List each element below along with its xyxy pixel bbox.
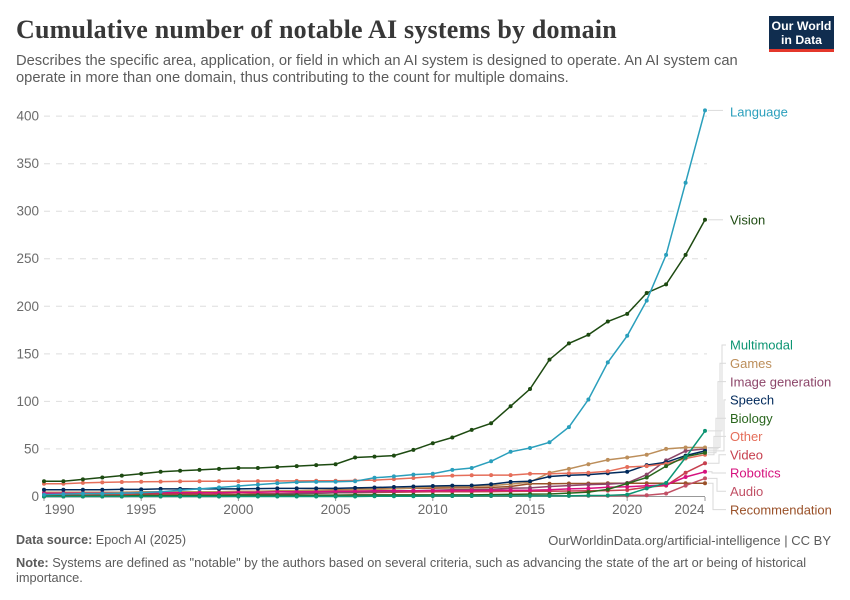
svg-text:150: 150 — [16, 346, 39, 361]
svg-text:Robotics: Robotics — [730, 466, 781, 481]
svg-text:Biology: Biology — [730, 411, 773, 426]
svg-text:1995: 1995 — [126, 502, 156, 517]
svg-text:Games: Games — [730, 356, 772, 371]
svg-text:0: 0 — [31, 489, 39, 504]
svg-text:Other: Other — [730, 429, 763, 444]
svg-text:2015: 2015 — [515, 502, 545, 517]
svg-text:400: 400 — [16, 109, 39, 124]
svg-text:1990: 1990 — [45, 502, 75, 517]
svg-text:2020: 2020 — [612, 502, 642, 517]
svg-text:2024: 2024 — [674, 502, 705, 517]
svg-text:50: 50 — [24, 441, 39, 456]
svg-text:Speech: Speech — [730, 393, 774, 408]
svg-text:Multimodal: Multimodal — [730, 338, 793, 353]
svg-text:250: 250 — [16, 251, 39, 266]
svg-text:Video: Video — [730, 447, 763, 462]
svg-text:Image generation: Image generation — [730, 374, 831, 389]
svg-text:Audio: Audio — [730, 484, 763, 499]
svg-text:100: 100 — [16, 394, 39, 409]
svg-text:2000: 2000 — [223, 502, 253, 517]
svg-text:200: 200 — [16, 299, 39, 314]
svg-text:350: 350 — [16, 156, 39, 171]
svg-text:300: 300 — [16, 204, 39, 219]
svg-text:Recommendation: Recommendation — [730, 502, 832, 517]
svg-text:2010: 2010 — [418, 502, 448, 517]
svg-text:Vision: Vision — [730, 213, 765, 228]
svg-text:Language: Language — [730, 105, 788, 120]
svg-text:2005: 2005 — [321, 502, 351, 517]
